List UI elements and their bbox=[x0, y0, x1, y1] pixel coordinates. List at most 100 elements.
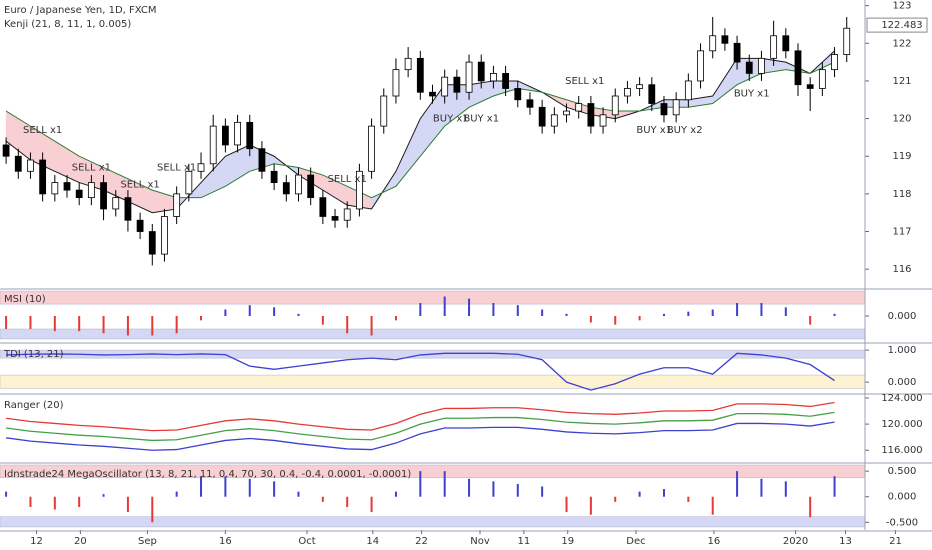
candle-body bbox=[465, 61, 473, 93]
histogram-bar bbox=[760, 478, 763, 497]
histogram-bar bbox=[687, 311, 690, 316]
candle-body bbox=[295, 174, 302, 195]
candle-body bbox=[709, 35, 717, 52]
indicator-name: Kenji (21, 8, 11, 1, 0.005) bbox=[4, 19, 131, 30]
candle-body bbox=[331, 216, 339, 221]
y-tick-label: 116 bbox=[892, 264, 911, 275]
histogram-bar bbox=[29, 496, 32, 507]
candle-body bbox=[197, 163, 205, 172]
histogram-bar bbox=[565, 496, 568, 513]
candle-body bbox=[745, 61, 753, 74]
histogram-bar bbox=[443, 471, 446, 497]
candle-body bbox=[380, 95, 388, 127]
candle-body bbox=[75, 189, 83, 199]
candle-body bbox=[2, 144, 10, 157]
histogram-bar bbox=[662, 313, 665, 316]
candle-body bbox=[477, 61, 485, 82]
candle-body bbox=[611, 95, 619, 116]
histogram-bar bbox=[784, 307, 787, 316]
candle-body bbox=[441, 76, 449, 97]
x-tick-label: 14 bbox=[366, 536, 379, 547]
candle-body bbox=[697, 50, 704, 82]
histogram-bar bbox=[321, 496, 324, 502]
y-tick-label: 124.000 bbox=[881, 393, 922, 404]
y-tick-label: 0.000 bbox=[888, 492, 917, 503]
candle-body bbox=[453, 76, 461, 93]
y-tick-label: 120.000 bbox=[881, 419, 922, 430]
histogram-bar bbox=[638, 491, 641, 497]
candle-body bbox=[648, 84, 656, 104]
candle-body bbox=[270, 170, 278, 183]
histogram-bar bbox=[151, 496, 154, 523]
y-tick-label: 121 bbox=[892, 76, 911, 87]
candle-body bbox=[806, 84, 814, 89]
candle-body bbox=[490, 73, 497, 82]
candle-body bbox=[282, 182, 290, 195]
x-tick-label: 19 bbox=[561, 536, 574, 547]
histogram-bar bbox=[346, 496, 349, 507]
candle-body bbox=[63, 182, 71, 191]
y-tick-label: 116.000 bbox=[881, 445, 922, 456]
histogram-bar bbox=[200, 476, 203, 497]
y-tick-label: 118 bbox=[892, 189, 911, 200]
histogram-bar bbox=[541, 309, 544, 316]
x-tick-label: Dec bbox=[626, 536, 645, 547]
indicator-line bbox=[6, 401, 835, 432]
histogram-bar bbox=[126, 496, 129, 513]
candle-body bbox=[587, 103, 595, 127]
histogram-bar bbox=[151, 316, 154, 336]
signal-label: SELL x1 bbox=[72, 163, 111, 174]
histogram-bar bbox=[589, 316, 592, 323]
candle-body bbox=[782, 35, 790, 52]
histogram-bar bbox=[492, 481, 495, 497]
candle-body bbox=[758, 57, 765, 74]
last-price-box bbox=[866, 17, 928, 33]
candle-body bbox=[51, 182, 59, 195]
x-tick-label: Oct bbox=[298, 536, 315, 547]
zone-band bbox=[0, 516, 866, 528]
signal-label: SELL x1 bbox=[565, 76, 604, 87]
signal-label: BUY x1 bbox=[734, 88, 770, 99]
candle-body bbox=[599, 114, 607, 127]
candle-body bbox=[14, 155, 22, 172]
histogram-bar bbox=[394, 316, 397, 321]
signal-label: BUY x1 bbox=[636, 125, 672, 136]
candle-body bbox=[538, 106, 546, 127]
histogram-bar bbox=[78, 496, 81, 507]
candle-body bbox=[39, 159, 47, 195]
candle-body bbox=[502, 73, 509, 89]
histogram-bar bbox=[273, 307, 276, 316]
histogram-bar bbox=[687, 496, 690, 502]
histogram-bar bbox=[370, 496, 373, 513]
histogram-bar bbox=[53, 496, 56, 510]
signal-label: SELL x1 bbox=[328, 174, 367, 185]
candle-body bbox=[721, 35, 729, 44]
candle-body bbox=[221, 125, 229, 146]
candle-body bbox=[173, 193, 181, 217]
x-tick-label: 20 bbox=[74, 536, 87, 547]
histogram-bar bbox=[736, 303, 739, 316]
histogram-bar bbox=[200, 316, 203, 321]
histogram-bar bbox=[468, 478, 471, 497]
candle-body bbox=[356, 170, 363, 210]
histogram-bar bbox=[443, 296, 446, 316]
candle-body bbox=[258, 148, 266, 172]
histogram-bar bbox=[662, 489, 665, 497]
ma-line bbox=[5, 61, 835, 199]
candle-body bbox=[684, 80, 692, 101]
x-tick-label: 21 bbox=[889, 536, 902, 547]
candle-body bbox=[794, 50, 802, 86]
indicator-line bbox=[6, 411, 835, 442]
histogram-bar bbox=[394, 491, 397, 497]
candle-body bbox=[368, 125, 375, 172]
candle-body bbox=[161, 216, 168, 255]
candle-body bbox=[770, 35, 778, 59]
histogram-bar bbox=[53, 316, 56, 332]
panel-title: MSI (10) bbox=[4, 294, 46, 305]
candle-body bbox=[843, 27, 851, 55]
histogram-bar bbox=[760, 303, 763, 316]
histogram-bar bbox=[541, 486, 544, 497]
histogram-bar bbox=[224, 309, 227, 316]
histogram-bar bbox=[833, 476, 836, 497]
